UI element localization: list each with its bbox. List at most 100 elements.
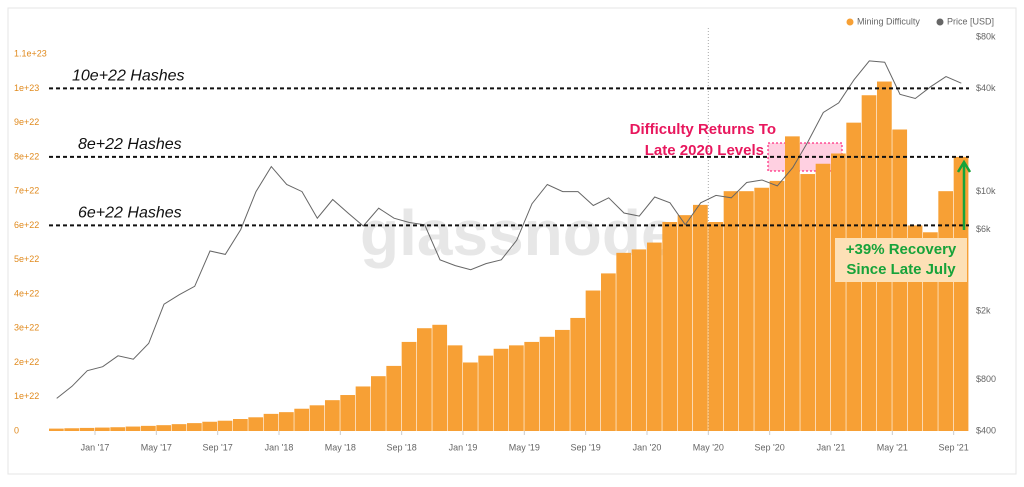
- y-tick-label: 1e+23: [14, 83, 39, 93]
- reference-label: 6e+22 Hashes: [78, 205, 182, 222]
- bar: [340, 395, 356, 431]
- bar: [693, 204, 708, 431]
- bar: [64, 428, 80, 431]
- bar: [478, 355, 494, 431]
- bar: [125, 426, 141, 431]
- bar: [953, 156, 969, 432]
- y-tick-label: 3e+22: [14, 323, 39, 333]
- legend-label: Price [USD]: [947, 16, 994, 26]
- bar: [539, 336, 555, 431]
- annotation: Since Late July: [846, 261, 956, 278]
- bar: [95, 427, 110, 431]
- annotation: +39% Recovery: [846, 241, 957, 258]
- y2-tick-label: $2k: [976, 306, 991, 316]
- bar: [171, 424, 187, 431]
- bar: [739, 191, 754, 431]
- x-tick-label: Sep '19: [571, 442, 601, 452]
- bar: [371, 376, 386, 431]
- bar: [49, 428, 64, 431]
- reference-label: 10e+22 Hashes: [72, 68, 185, 85]
- bar: [815, 163, 831, 432]
- reference-label: 8e+22 Hashes: [78, 136, 182, 153]
- y2-tick-label: $10k: [976, 186, 996, 196]
- bar: [769, 180, 785, 431]
- x-tick-label: Jan '20: [633, 442, 662, 452]
- bar: [524, 341, 540, 431]
- y-tick-label: 6e+22: [14, 220, 39, 230]
- y2-tick-label: $40k: [976, 83, 996, 93]
- bar: [463, 362, 478, 431]
- annotation-bg: [835, 238, 967, 282]
- bar: [616, 252, 632, 431]
- y-tick-label: 1e+22: [14, 391, 39, 401]
- x-tick-label: May '19: [509, 442, 540, 452]
- legend-label: Mining Difficulty: [857, 16, 920, 26]
- bar: [631, 249, 647, 431]
- legend-swatch: [936, 18, 944, 26]
- x-tick-label: Sep '21: [939, 442, 969, 452]
- bar: [447, 345, 463, 431]
- bar: [493, 348, 509, 431]
- bar: [417, 328, 432, 431]
- x-tick-label: Jan '18: [265, 442, 294, 452]
- bar: [662, 222, 678, 431]
- bar: [110, 427, 126, 431]
- recovery-arrow: [956, 159, 972, 230]
- bar: [647, 242, 662, 431]
- y-tick-label: 4e+22: [14, 288, 39, 298]
- bar: [401, 341, 417, 431]
- annotation: Difficulty Returns To: [630, 121, 776, 138]
- x-tick-label: Sep '20: [755, 442, 785, 452]
- x-tick-label: Sep '18: [387, 442, 417, 452]
- y-tick-label: 0: [14, 425, 19, 435]
- y-tick-label: 8e+22: [14, 151, 39, 161]
- y2-tick-label: $400: [976, 425, 996, 435]
- legend-swatch: [846, 18, 854, 26]
- bar: [79, 427, 95, 431]
- y-tick-label: 5e+22: [14, 254, 39, 264]
- bar: [279, 412, 294, 431]
- frame: [7, 7, 1017, 475]
- bar: [677, 215, 693, 431]
- bar: [156, 425, 172, 431]
- x-tick-label: Jan '21: [817, 442, 846, 452]
- annotation: Late 2020 Levels: [645, 142, 764, 159]
- bar: [386, 365, 402, 431]
- bar: [585, 290, 601, 431]
- bar: [309, 405, 325, 431]
- bar: [785, 136, 800, 432]
- bar: [800, 174, 816, 432]
- bar: [708, 222, 724, 431]
- y-tick-label: 1.1e+23: [14, 49, 47, 59]
- bar: [141, 425, 156, 431]
- bar: [263, 413, 279, 431]
- x-tick-label: May '18: [325, 442, 356, 452]
- y-tick-label: 2e+22: [14, 357, 39, 367]
- x-tick-label: May '17: [141, 442, 172, 452]
- bar: [187, 423, 202, 431]
- bar: [233, 419, 248, 431]
- x-tick-label: Jan '19: [449, 442, 478, 452]
- x-tick-label: May '20: [693, 442, 724, 452]
- bar: [831, 153, 846, 432]
- y2-tick-label: $800: [976, 374, 996, 384]
- bar: [938, 191, 954, 431]
- price-line: [56, 60, 962, 399]
- bar: [355, 386, 371, 431]
- bar: [294, 408, 310, 431]
- x-tick-label: May '21: [877, 442, 908, 452]
- bar: [248, 417, 264, 431]
- bar: [509, 345, 524, 431]
- bar: [601, 273, 616, 431]
- bar: [217, 420, 233, 431]
- bar: [325, 400, 340, 431]
- y-tick-label: 7e+22: [14, 186, 39, 196]
- y2-tick-label: $80k: [976, 31, 996, 41]
- bar: [570, 317, 586, 431]
- bar: [555, 329, 570, 431]
- bar: [723, 191, 739, 431]
- bar: [202, 421, 218, 431]
- bar: [432, 324, 448, 431]
